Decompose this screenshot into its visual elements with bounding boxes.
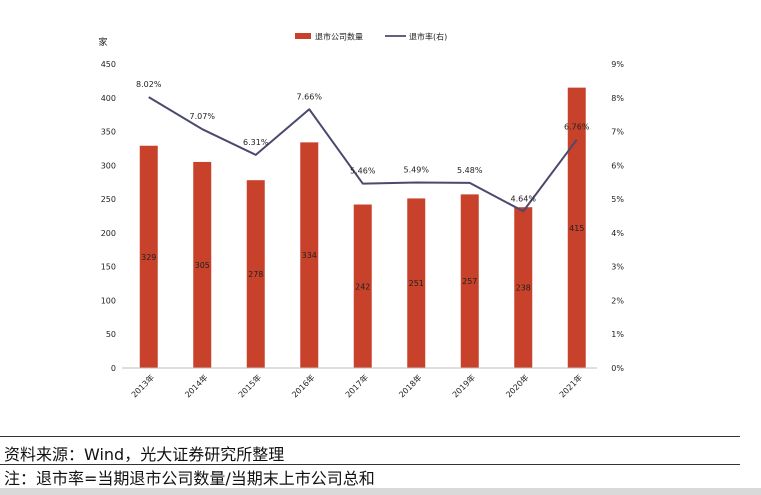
rate-value-label: 6.31% [243, 138, 269, 147]
rate-value-label: 7.66% [297, 92, 323, 101]
x-tick-label: 2017年 [343, 372, 370, 399]
right-tick-label: 5% [611, 195, 624, 204]
x-axis: 2013年 2014年 2015年 2016年 2017年 2018年 2019年 2020年… [129, 372, 584, 399]
bar-value-label: 238 [516, 284, 531, 293]
right-tick-label: 8% [611, 94, 624, 103]
bar [407, 198, 426, 368]
right-tick-label: 9% [611, 60, 624, 69]
left-tick-label: 400 [101, 94, 116, 103]
left-axis: 0 50 100 150 200 250 300 350 400 450 [101, 60, 116, 373]
source-note: 资料来源：Wind，光大证券研究所整理 [4, 445, 285, 464]
rate-value-label: 6.76% [564, 123, 590, 132]
x-tick-label: 2014年 [183, 372, 210, 399]
bar [139, 145, 158, 368]
bars [139, 87, 586, 369]
bar-value-label: 415 [569, 224, 584, 233]
divider-top [0, 436, 740, 437]
left-tick-label: 200 [101, 229, 116, 238]
bar-value-label: 334 [302, 251, 317, 260]
left-tick-label: 300 [101, 161, 116, 170]
formula-note: 注：退市率=当期退市公司数量/当期末上市公司总和 [4, 469, 375, 488]
bar-value-label: 242 [355, 282, 370, 291]
rate-value-label: 7.07% [190, 112, 216, 121]
x-tick-label: 2015年 [236, 372, 263, 399]
rate-line-layer [148, 96, 578, 213]
rate-value-label: 4.64% [511, 194, 537, 203]
bar [300, 142, 319, 368]
right-tick-label: 3% [611, 263, 624, 272]
left-tick-label: 250 [101, 195, 116, 204]
left-tick-label: 100 [101, 296, 116, 305]
bar [246, 180, 265, 368]
bar-value-label: 305 [195, 261, 210, 270]
bar-value-label: 257 [462, 277, 477, 286]
x-tick-label: 2019年 [450, 372, 477, 399]
x-tick-label: 2020年 [504, 372, 531, 399]
bar-value-label: 278 [248, 270, 263, 279]
left-tick-label: 150 [101, 263, 116, 272]
rate-value-label: 5.46% [350, 167, 376, 176]
left-tick-label: 0 [111, 364, 116, 373]
bar [353, 204, 372, 368]
legend-bar-swatch [295, 33, 311, 39]
right-axis: 0% 1% 2% 3% 4% 5% 6% 7% 8% 9% [611, 60, 624, 373]
right-tick-label: 7% [611, 128, 624, 137]
right-tick-label: 1% [611, 330, 624, 339]
divider-middle [0, 464, 740, 465]
left-tick-label: 350 [101, 128, 116, 137]
legend-line-label: 退市率(右) [409, 32, 447, 42]
rate-labels: 8.02% 7.07% 6.31% 7.66% 5.46% 5.49% 5.48% 4.64%… [136, 80, 590, 203]
bottom-band [0, 488, 761, 495]
x-tick-label: 2018年 [397, 372, 424, 399]
rate-value-label: 5.49% [404, 166, 430, 175]
bar [567, 87, 586, 369]
right-tick-label: 6% [611, 161, 624, 170]
right-tick-label: 0% [611, 364, 624, 373]
bar [460, 194, 479, 368]
left-tick-label: 50 [106, 330, 116, 339]
left-tick-label: 450 [101, 60, 116, 69]
bar-labels: 329 305 278 334 242 251 257 238 415 [141, 224, 584, 293]
x-tick-label: 2013年 [129, 372, 156, 399]
legend-bar-label: 退市公司数量 [315, 32, 363, 42]
right-tick-label: 2% [611, 296, 624, 305]
bar [514, 207, 533, 368]
rate-value-label: 5.48% [457, 166, 483, 175]
legend: 退市公司数量 退市率(右) [295, 32, 447, 42]
left-axis-unit: 家 [98, 36, 107, 48]
rate-value-label: 8.02% [136, 80, 162, 89]
bar [193, 161, 212, 368]
x-tick-label: 2016年 [290, 372, 317, 399]
x-tick-label: 2021年 [557, 372, 584, 399]
right-tick-label: 4% [611, 229, 624, 238]
bar-value-label: 251 [409, 279, 424, 288]
chart: 家 退市公司数量 退市率(右) 0 50 100 150 200 250 300 350 400… [98, 32, 624, 400]
bar-value-label: 329 [141, 253, 156, 262]
